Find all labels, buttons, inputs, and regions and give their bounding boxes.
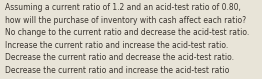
Text: Decrease the current ratio and increase the acid-test ratio: Decrease the current ratio and increase … [5,66,229,75]
Text: No change to the current ratio and decrease the acid-test ratio.: No change to the current ratio and decre… [5,28,249,37]
Text: Assuming a current ratio of 1.2 and an acid-test ratio of 0.80,: Assuming a current ratio of 1.2 and an a… [5,3,241,12]
Text: Increase the current ratio and increase the acid-test ratio.: Increase the current ratio and increase … [5,41,228,50]
Text: Decrease the current ratio and decrease the acid-test ratio.: Decrease the current ratio and decrease … [5,53,234,62]
Text: how will the purchase of inventory with cash affect each ratio?: how will the purchase of inventory with … [5,16,246,25]
